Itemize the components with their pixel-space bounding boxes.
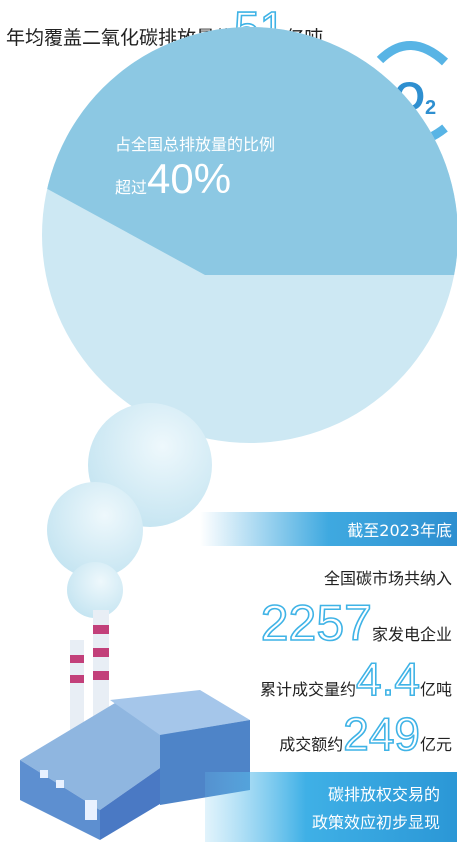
stat-prefix: 累计成交量约 xyxy=(260,680,356,699)
footer-line: 碳排放权交易的 xyxy=(328,785,440,804)
pie-prefix: 超过 xyxy=(115,178,147,197)
stat-suffix: 亿元 xyxy=(420,735,452,754)
pie-label: 占全国总排放量的比例 xyxy=(115,135,275,154)
stat-suffix: 家发电企业 xyxy=(372,625,452,644)
stat-number: 4.4 xyxy=(356,653,420,705)
stat-number: 249 xyxy=(343,708,420,760)
stat-number: 2257 xyxy=(261,595,372,651)
smoke xyxy=(47,403,212,618)
stat-line: 全国碳市场共纳入 xyxy=(324,569,452,588)
co2-sub: 2 xyxy=(425,97,436,119)
date: 截至2023年底 xyxy=(347,521,452,540)
stat-line: 累计成交量约4.4亿吨 xyxy=(260,653,452,705)
stat-line: 成交额约249亿元 xyxy=(279,708,452,760)
pie-number: 40% xyxy=(147,155,231,202)
infographic: 年均覆盖二氧化碳排放量约51亿吨 CO2 占全国总排放量的比例 超过40% 截至… xyxy=(0,0,457,849)
stat-suffix: 亿吨 xyxy=(420,680,452,699)
stat-line: 2257家发电企业 xyxy=(261,595,452,651)
pie xyxy=(0,0,457,443)
stat-prefix: 成交额约 xyxy=(279,735,343,754)
footer-line: 政策效应初步显现 xyxy=(312,813,440,832)
